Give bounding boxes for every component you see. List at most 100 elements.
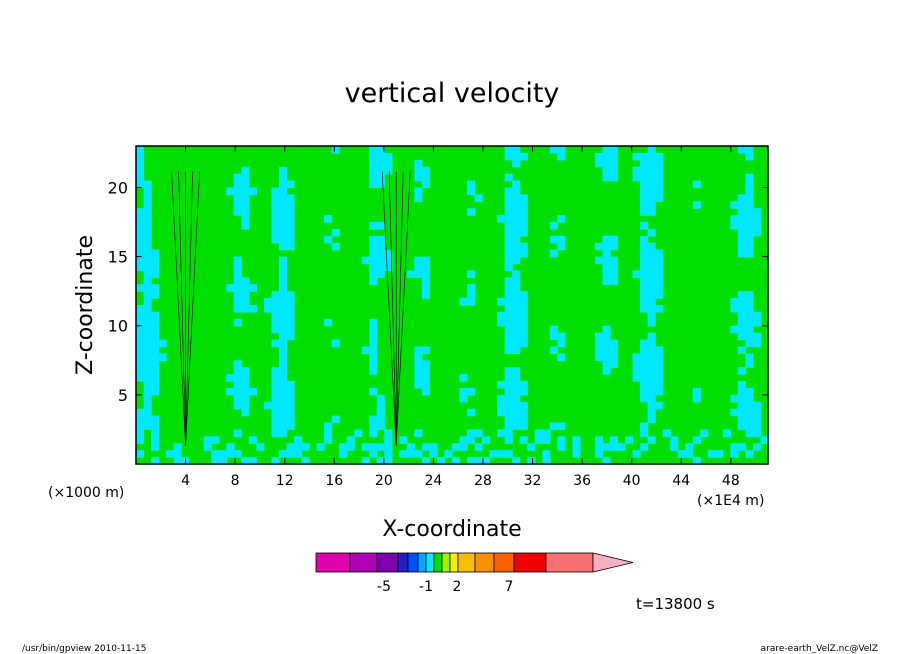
field-cell (233, 394, 242, 403)
field-cell (286, 387, 295, 396)
field-cell (278, 374, 288, 382)
field-cell (136, 180, 145, 189)
field-cell (512, 415, 521, 424)
field-cell (737, 415, 747, 424)
field-cell (143, 401, 152, 410)
field-cell (519, 318, 528, 327)
field-cell (429, 450, 438, 458)
field-cell (369, 325, 378, 334)
field-cell (286, 394, 295, 403)
field-cell (278, 318, 288, 327)
field-cell (421, 387, 431, 396)
field-cell (512, 346, 521, 354)
field-cell (278, 325, 288, 334)
field-cell (647, 173, 656, 182)
field-cell (278, 215, 288, 223)
field-cell (414, 159, 423, 168)
field-cell (745, 401, 754, 410)
field-cell (271, 291, 280, 299)
field-cell (286, 201, 295, 209)
field-cell (730, 201, 739, 209)
field-cell (752, 332, 762, 341)
field-cell (504, 201, 513, 209)
field-cell (647, 381, 656, 389)
field-cell (745, 318, 754, 327)
field-cell (158, 339, 167, 348)
field-cell (519, 401, 528, 410)
field-cell (647, 415, 656, 424)
field-cell (647, 194, 656, 202)
field-cell (527, 443, 536, 451)
field-cell (737, 298, 747, 306)
field-cell (737, 208, 747, 216)
field-cell (361, 346, 370, 354)
field-cell (278, 408, 288, 417)
field-cell (241, 222, 250, 230)
field-cell (143, 325, 152, 334)
field-cell (143, 277, 152, 285)
field-cell (610, 263, 619, 272)
field-cell (737, 235, 747, 244)
field-cell (136, 152, 145, 161)
field-cell (459, 374, 468, 382)
field-cell (361, 256, 370, 265)
field-cell (278, 339, 288, 348)
field-cell (241, 401, 250, 410)
field-cell (271, 194, 280, 202)
field-cell (745, 242, 754, 251)
field-cell (233, 318, 242, 327)
field-cell (369, 339, 378, 348)
field-cell (233, 305, 242, 313)
field-cell (143, 222, 152, 230)
field-cell (512, 159, 521, 168)
field-cell (617, 443, 626, 451)
field-cell (151, 436, 160, 444)
field-cell (527, 457, 536, 465)
field-cell (218, 450, 227, 458)
y-tick-label: 20 (108, 178, 128, 197)
field-cell (497, 318, 506, 327)
field-cell (143, 353, 152, 361)
field-cell (730, 298, 739, 306)
field-cell (745, 339, 754, 348)
field-cell (226, 450, 235, 458)
field-cell (640, 194, 649, 202)
field-cell (271, 201, 280, 209)
field-cell (241, 215, 250, 223)
field-cell (497, 408, 506, 417)
field-cell (241, 381, 250, 389)
field-cell (504, 298, 513, 306)
field-cell (376, 422, 385, 431)
field-cell (376, 173, 385, 182)
colorbar-segment (441, 552, 451, 573)
field-cell (519, 305, 528, 313)
field-cell (519, 408, 528, 417)
field-cell (143, 249, 152, 258)
field-cell (173, 450, 182, 458)
field-cell (557, 443, 566, 451)
field-cell (610, 339, 619, 348)
field-cell (504, 367, 513, 375)
field-cell (640, 374, 649, 382)
field-cell (640, 159, 649, 168)
field-cell (737, 291, 747, 299)
field-cell (286, 443, 295, 451)
x-unit-right: (×1E4 m) (697, 493, 764, 509)
field-cell (241, 187, 250, 195)
field-cell (151, 311, 160, 320)
field-cell (640, 387, 649, 396)
plume-contour (395, 171, 404, 447)
field-cell (467, 208, 476, 216)
field-cell (278, 367, 288, 375)
field-cell (278, 270, 288, 278)
field-cell (737, 242, 747, 251)
field-cell (376, 222, 385, 230)
field-cell (414, 263, 423, 272)
field-cell (136, 339, 145, 348)
field-cell (594, 353, 604, 361)
field-cell (737, 318, 747, 327)
field-cell (369, 180, 378, 189)
field-cell (143, 311, 152, 320)
field-cell (369, 173, 378, 182)
field-cell (632, 360, 641, 368)
